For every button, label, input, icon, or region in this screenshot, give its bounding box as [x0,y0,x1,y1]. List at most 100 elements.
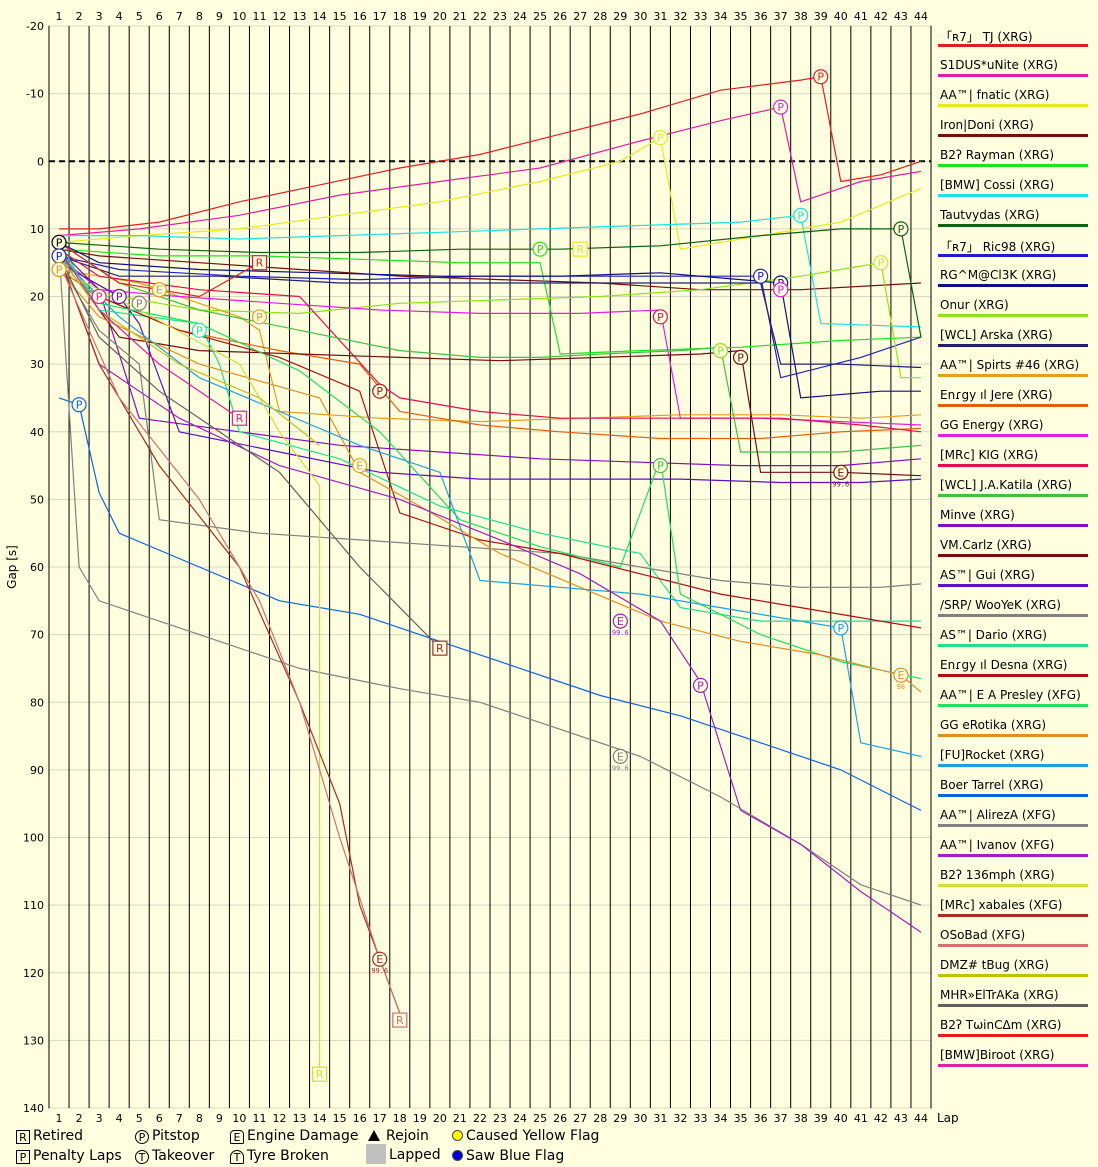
series-line-32 [58,255,320,446]
x-tick-label-bottom: 16 [353,1112,367,1124]
marker-E: E99.6 [612,748,629,772]
retired-marker [572,241,588,257]
legend-item: AA™| Ivanov (XFG) [938,836,1088,866]
legend-label: [MRc] KIG (XRG) [940,448,1039,462]
x-tick-label-bottom: 44 [914,1112,928,1124]
pitstop-icon: P [135,1130,149,1144]
legend-swatch [938,194,1088,197]
x-tick-label-bottom: 23 [493,1112,507,1124]
x-tick-label-top: 35 [734,10,748,23]
legend-swatch [938,974,1088,977]
marker-P: P [692,677,709,693]
marker-letter: P [56,250,63,263]
legend-item: B2ʔ TωinCΔm (XRG) [938,1016,1088,1046]
marker-letter: R [396,1014,404,1027]
x-tick-label-bottom: 19 [413,1112,427,1124]
x-tick-label-top: 20 [433,10,447,23]
key-yellow: Caused Yellow Flag [452,1128,599,1144]
pitstop-marker [191,322,207,338]
legend-swatch [938,104,1088,107]
y-tick-label: 90 [30,764,44,777]
marker-letter: P [116,291,123,304]
marker-R: R [392,1012,408,1028]
engine-marker [893,667,909,683]
marker-letter: P [56,263,63,276]
marker-P: P [773,282,789,298]
marker-letter: P [96,291,103,304]
x-tick-label-top: 31 [653,10,667,23]
legend-item: 「ʀ7」 Ric98 (XRG) [938,236,1088,266]
marker-P: P [833,620,849,636]
legend-label: Minve (XRG) [940,508,1015,522]
x-tick-label-bottom: 13 [293,1112,307,1124]
marker-letter: P [878,257,885,270]
y-tick-label: 120 [23,967,44,980]
x-tick-label-top: 13 [293,10,307,23]
legend-label: AS™| Gui (XRG) [940,568,1035,582]
legend-swatch [938,764,1088,767]
retired-marker [392,1012,408,1028]
yellow-flag-icon [452,1130,463,1141]
legend-swatch [938,884,1088,887]
x-tick-label-top: 4 [116,10,123,23]
marker-letter: E [356,460,363,473]
marker-R: R [312,1066,328,1082]
legend-item: /SRP/ WooYeK (XRG) [938,596,1088,626]
penalty-icon: P [16,1150,30,1164]
legend-swatch [938,944,1088,947]
key-engine: E Engine Damage [230,1128,359,1144]
legend-swatch [938,854,1088,857]
legend-label: [MRc] xabales (XFG) [940,898,1063,912]
x-tick-label-top: 8 [196,10,203,23]
marker-letter: R [576,243,584,256]
legend-label: AA™| fnatic (XRG) [940,88,1050,102]
y-tick-label: 10 [30,223,44,236]
marker-letter: R [436,642,444,655]
x-tick-label-top: 38 [794,10,808,23]
legend-swatch [938,164,1088,167]
series-line-6 [59,214,922,328]
legend-label: OSoBad (XFG) [940,928,1026,942]
series-line-20 [58,262,922,588]
engine-marker [352,457,368,474]
series-line-19 [58,262,922,484]
series-line-33 [58,255,441,649]
x-tick-label-bottom: 17 [373,1112,387,1124]
series-line-3 [58,136,922,250]
y-tick-label: 130 [23,1034,44,1047]
x-tick-label-top: 6 [156,10,163,23]
series-line-15 [58,248,922,433]
x-tick-label-top: 24 [513,10,527,23]
marker-E: E98 [893,667,909,691]
legend-swatch [938,1004,1088,1007]
marker-letter: R [316,1068,324,1081]
x-tick-label-top: 1 [56,10,63,23]
marker-P: P [773,99,789,115]
pitstop-marker [51,261,67,278]
legend-label: AA™| E A Presley (XFG) [940,688,1081,702]
marker-value: 99.6 [832,480,849,488]
marker-letter: E [376,953,383,966]
legend-item: Boer Tarrel (XRG) [938,776,1088,806]
marker-letter: P [777,101,784,114]
legend-item: Tautvydas (XRG) [938,206,1088,236]
legend-item: GG eRotika (XRG) [938,716,1088,746]
pitstop-marker [652,457,668,474]
key-penalty: P Penalty Laps [16,1148,122,1164]
legend-label: B2ʔ 136mph (XRG) [940,868,1055,882]
x-tick-label-bottom: 40 [834,1112,848,1124]
y-tick-label: -20 [26,20,44,33]
legend-item: VM.Carlz (XRG) [938,536,1088,566]
marker-letter: P [898,223,905,236]
x-tick-label-bottom: 21 [453,1112,467,1124]
rejoin-icon [368,1130,380,1141]
y-tick-label: 30 [30,358,44,371]
legend-item: S1DUS*uNite (XRG) [938,56,1088,86]
key-takeover: T Takeover [135,1148,214,1164]
x-tick-label-top: 2 [76,10,83,23]
legend-swatch [938,794,1088,797]
lapped-icon [366,1144,386,1164]
legend-label: B2ʔ Rayman (XRG) [940,148,1055,162]
series-line-31 [58,262,401,1014]
legend-item: AA™| Spirts #46 (XRG) [938,356,1088,386]
